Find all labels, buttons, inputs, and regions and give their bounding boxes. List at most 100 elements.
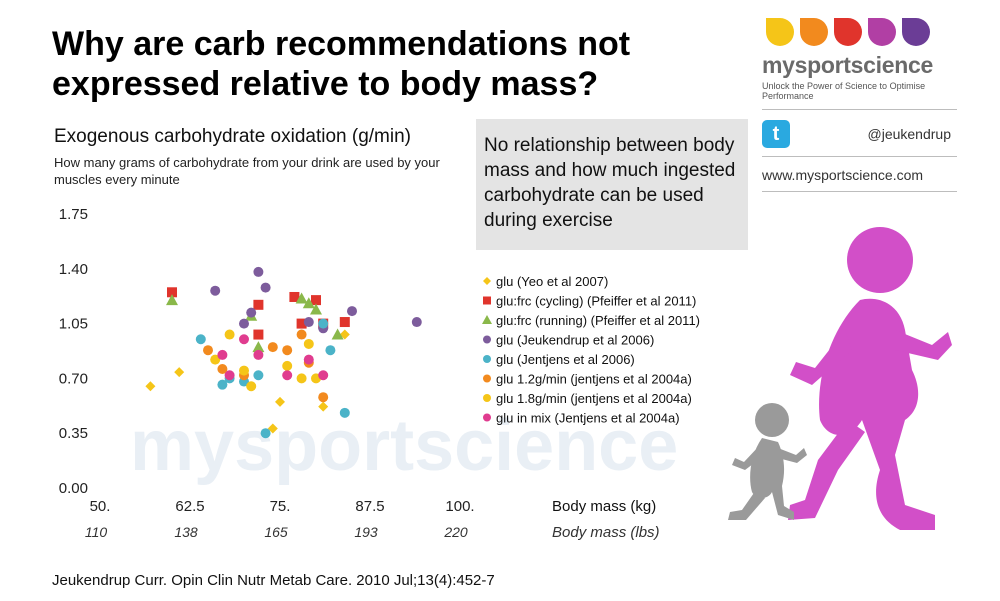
lbs-tick-label: 138: [174, 524, 198, 540]
data-point: [331, 328, 344, 340]
data-point: [267, 342, 278, 353]
data-point: [289, 291, 300, 302]
lbs-tick-label: 193: [354, 524, 378, 540]
twitter-icon[interactable]: t: [762, 120, 790, 148]
data-point: [282, 370, 293, 381]
data-point: [296, 373, 307, 384]
legend-marker: [483, 394, 491, 402]
x-tick-label: 62.5: [175, 498, 204, 515]
watermark: mysportscience: [130, 406, 678, 486]
data-points: [145, 266, 422, 439]
callout-box: No relationship between body mass and ho…: [476, 119, 748, 250]
brand-drop-icon: [868, 18, 896, 46]
small-runner-figure: [728, 403, 807, 520]
legend-entry: glu 1.2g/min (jentjens et al 2004a): [496, 372, 692, 387]
data-point: [253, 329, 264, 340]
brand-drop-icon: [834, 18, 862, 46]
lbs-tick-label: 165: [264, 524, 288, 540]
y-tick-label: 1.40: [59, 261, 88, 278]
legend-marker: [483, 374, 491, 383]
data-point: [167, 287, 177, 298]
brand-block: mysportscience Unlock the Power of Scien…: [762, 18, 957, 192]
y-tick-label: 0.00: [59, 480, 88, 497]
data-point: [303, 354, 314, 365]
legend-marker: [482, 315, 492, 324]
data-point: [310, 303, 322, 315]
legend-entry: glu (Jentjens et al 2006): [496, 352, 635, 367]
legend-entry: glu 1.8g/min (jentjens et al 2004a): [496, 391, 692, 406]
data-point: [339, 407, 350, 418]
data-point: [224, 329, 235, 340]
data-point: [253, 349, 264, 360]
brand-drop-icon: [800, 18, 828, 46]
twitter-row: t @jeukendrup: [762, 120, 957, 148]
data-point: [239, 318, 249, 329]
data-point: [339, 329, 350, 340]
x-tick-label: 50.: [90, 498, 111, 515]
brand-drops: [766, 18, 957, 46]
data-point: [253, 370, 264, 381]
y-tick-label: 1.75: [59, 206, 88, 223]
lbs-tick-label: 110: [85, 524, 108, 540]
website-link[interactable]: www.mysportscience.com: [762, 167, 924, 183]
legend-entry: glu:frc (cycling) (Pfeiffer et al 2011): [496, 294, 696, 309]
x-tick-label: 87.5: [355, 498, 384, 515]
y-axis-title: Exogenous carbohydrate oxidation (g/min): [54, 126, 411, 147]
large-runner-figure: [788, 227, 952, 530]
y-axis: 1.75 1.40 1.05 0.70 0.35 0.00: [59, 206, 88, 497]
page-title: Why are carb recommendations not express…: [52, 25, 631, 103]
divider: [762, 191, 957, 192]
brand-drop-icon: [766, 18, 794, 46]
data-point: [210, 285, 221, 296]
y-tick-label: 0.35: [59, 425, 88, 442]
data-point: [267, 423, 278, 434]
data-point: [275, 396, 285, 407]
data-point: [239, 334, 249, 345]
data-point: [166, 294, 178, 306]
data-point: [260, 282, 271, 293]
data-point: [347, 306, 357, 317]
y-tick-label: 0.70: [59, 370, 88, 387]
data-point: [174, 367, 185, 378]
data-point: [195, 334, 206, 345]
data-point: [282, 360, 293, 371]
legend-entry: glu (Jeukendrup et al 2006): [496, 333, 654, 348]
divider: [762, 109, 957, 110]
data-point: [411, 317, 422, 328]
twitter-handle[interactable]: @jeukendrup: [867, 126, 952, 142]
data-point: [217, 379, 228, 390]
legend-marker: [483, 355, 491, 363]
brand-drop-icon: [902, 18, 930, 46]
citation: Jeukendrup Curr. Opin Clin Nutr Metab Ca…: [52, 572, 495, 589]
data-point: [296, 329, 307, 340]
brand-name: mysportscience: [762, 52, 933, 78]
legend-entry: glu in mix (Jentjens et al 2004a): [496, 411, 680, 426]
data-point: [224, 370, 235, 381]
data-point: [253, 299, 264, 310]
data-point: [318, 392, 329, 403]
divider: [762, 156, 957, 157]
x-tick-label: 100.: [445, 498, 474, 515]
y-tick-label: 1.05: [59, 316, 88, 333]
legend-marker: [483, 296, 491, 305]
data-point: [282, 345, 293, 356]
x-axis-title: Body mass (kg): [552, 498, 656, 515]
data-point: [210, 354, 221, 365]
legend: glu (Yeo et al 2007) glu:frc (cycling) (P…: [482, 274, 700, 426]
data-point: [318, 370, 329, 381]
data-point: [260, 428, 271, 439]
data-point: [239, 365, 249, 376]
legend-entry: glu (Yeo et al 2007): [496, 274, 608, 289]
legend-entry: glu:frc (running) (Pfeiffer et al 2011): [496, 313, 700, 328]
data-point: [203, 345, 213, 356]
data-point: [302, 297, 315, 309]
lbs-tick-label: 220: [443, 524, 468, 540]
data-point: [325, 345, 336, 356]
x-axis-title-lbs: Body mass (lbs): [552, 524, 660, 541]
data-point: [217, 349, 228, 360]
data-point: [296, 318, 307, 329]
y-axis-subtitle: How many grams of carbohydrate from your…: [54, 155, 440, 187]
legend-marker: [483, 413, 491, 422]
data-point: [246, 381, 257, 392]
data-point: [217, 364, 228, 375]
